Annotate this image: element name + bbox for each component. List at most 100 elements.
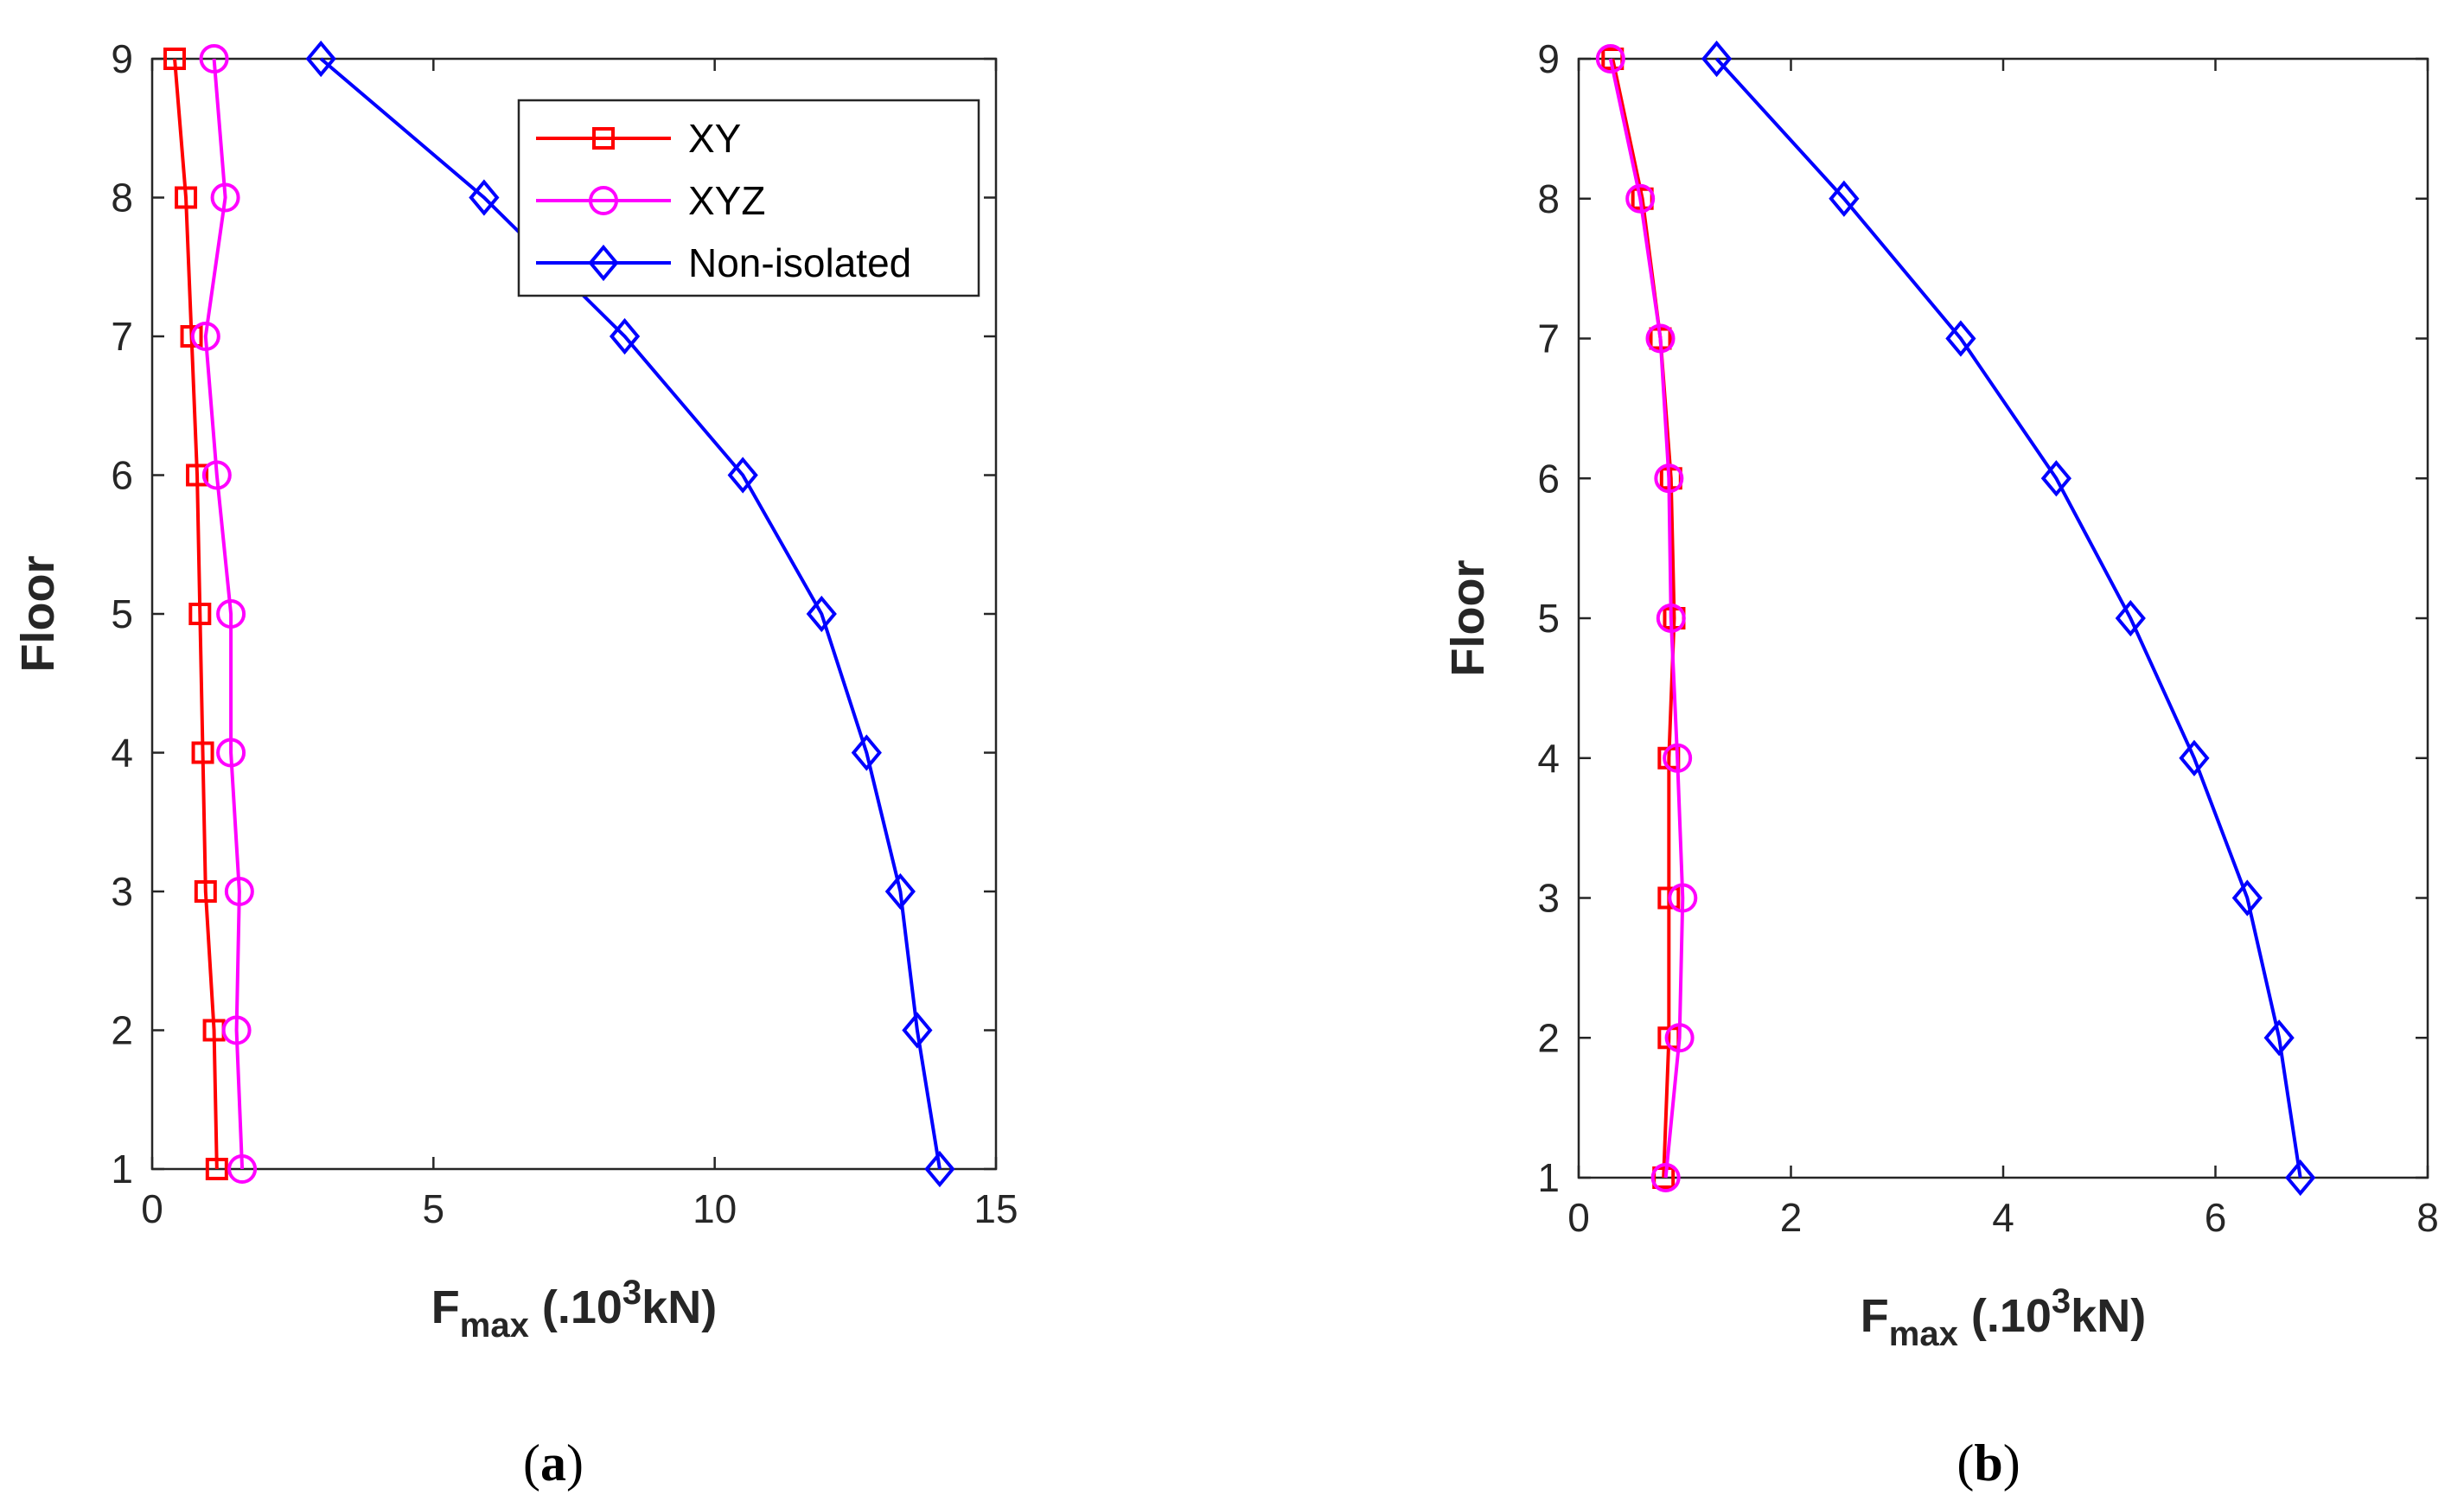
legend: XY XYZ Non-isolated — [517, 99, 980, 297]
series-line — [173, 58, 219, 1170]
y-axis-label: Floor — [12, 556, 64, 673]
data-point — [224, 877, 254, 906]
legend-label: Non-isolated — [688, 240, 911, 285]
series-line — [203, 58, 245, 1170]
legend-marker — [589, 186, 618, 215]
x-tick-label: 4 — [1992, 1195, 2014, 1240]
data-point — [186, 463, 209, 487]
data-point — [2263, 1019, 2295, 1057]
data-point — [1654, 463, 1684, 494]
data-point — [188, 603, 212, 625]
legend-label: XY — [688, 116, 741, 161]
y-tick-label: 5 — [111, 591, 133, 636]
data-point — [305, 40, 336, 78]
data-point — [469, 179, 500, 216]
series-non-isolated — [1701, 40, 2316, 1197]
x-axis-label: Fmax (.103kN) — [1861, 1282, 2146, 1353]
x-tick-label: 15 — [973, 1186, 1018, 1231]
x-axis-label-prefix: (.10 — [529, 1281, 622, 1333]
x-axis-label-superscript: 3 — [2052, 1282, 2071, 1320]
data-point — [191, 741, 214, 764]
legend-item: Non-isolated — [536, 240, 911, 285]
legend-label: XYZ — [688, 178, 765, 223]
data-point — [1668, 883, 1698, 913]
series-xyz — [190, 44, 258, 1184]
data-point — [216, 738, 246, 768]
data-point — [2179, 739, 2210, 776]
data-point — [727, 457, 758, 494]
data-point — [227, 1154, 258, 1184]
data-point — [609, 317, 641, 355]
data-point — [851, 734, 882, 771]
y-tick-label: 4 — [111, 731, 133, 776]
data-point — [902, 1012, 933, 1049]
y-tick-label: 7 — [1537, 316, 1560, 361]
y-axis-label: Floor — [1442, 560, 1494, 677]
x-axis-label-prefix: (.10 — [1958, 1290, 2052, 1342]
x-axis-label-suffix: kN) — [2071, 1290, 2146, 1342]
data-point — [2285, 1159, 2316, 1197]
legend-marker — [588, 244, 619, 282]
x-tick-label: 0 — [1567, 1195, 1590, 1240]
data-point — [210, 182, 240, 213]
data-point — [884, 872, 916, 910]
y-tick-label: 6 — [1537, 456, 1560, 501]
data-point — [1657, 886, 1681, 910]
x-axis-label-main: F — [1861, 1290, 1889, 1342]
data-point — [1664, 1023, 1695, 1053]
legend-item: XY — [536, 116, 741, 161]
y-tick-label: 3 — [1537, 876, 1560, 921]
data-point — [2115, 599, 2146, 637]
data-point — [216, 599, 246, 629]
y-tick-label: 8 — [1537, 176, 1560, 221]
sub-caption-letter: a — [540, 1434, 566, 1492]
data-point — [1625, 183, 1656, 214]
x-tick-label: 0 — [141, 1186, 163, 1231]
y-tick-label: 7 — [111, 314, 133, 359]
series-line — [1715, 57, 2302, 1179]
y-tick-label: 1 — [1537, 1155, 1560, 1200]
sub-caption-open: ( — [1957, 1434, 1974, 1492]
y-tick-label: 5 — [1537, 596, 1560, 641]
legend-item: XYZ — [536, 178, 765, 223]
y-tick-label: 9 — [111, 36, 133, 81]
x-axis-label: Fmax (.103kN) — [431, 1274, 717, 1345]
series-xyz — [1595, 44, 1698, 1192]
legend-marker — [592, 127, 615, 150]
data-point — [1650, 1163, 1681, 1192]
y-tick-label: 1 — [111, 1147, 133, 1192]
y-tick-label: 6 — [111, 453, 133, 498]
data-point — [180, 325, 203, 348]
x-axis-label-subscript: max — [1889, 1315, 1958, 1353]
sub-caption-close: ) — [566, 1434, 584, 1492]
x-axis-label-superscript: 3 — [622, 1274, 642, 1312]
sub-caption-letter: b — [1974, 1434, 2002, 1492]
sub-caption: (b) — [1957, 1434, 2020, 1492]
data-point — [205, 1158, 228, 1180]
data-point — [1945, 320, 1976, 357]
data-point — [221, 1015, 252, 1045]
x-axis-label-suffix: kN) — [642, 1281, 717, 1333]
data-point — [190, 322, 220, 351]
axes-frame — [1577, 57, 2429, 1179]
sub-caption-open: ( — [523, 1434, 540, 1492]
x-axis-label-main: F — [431, 1281, 460, 1333]
x-axis-label-subscript: max — [460, 1307, 529, 1345]
y-tick-label: 4 — [1537, 736, 1560, 781]
y-tick-label: 2 — [1537, 1015, 1560, 1060]
data-point — [1656, 604, 1686, 633]
x-tick-label: 8 — [2416, 1195, 2439, 1240]
y-tick-label: 9 — [1537, 36, 1560, 81]
series-line — [1608, 58, 1685, 1179]
data-point — [924, 1150, 955, 1188]
data-point — [1645, 323, 1676, 354]
x-tick-label: 6 — [2205, 1195, 2227, 1240]
data-point — [1829, 180, 1860, 217]
y-tick-label: 3 — [111, 869, 133, 914]
data-point — [806, 595, 837, 633]
data-point — [175, 186, 198, 209]
data-point — [2040, 460, 2071, 497]
